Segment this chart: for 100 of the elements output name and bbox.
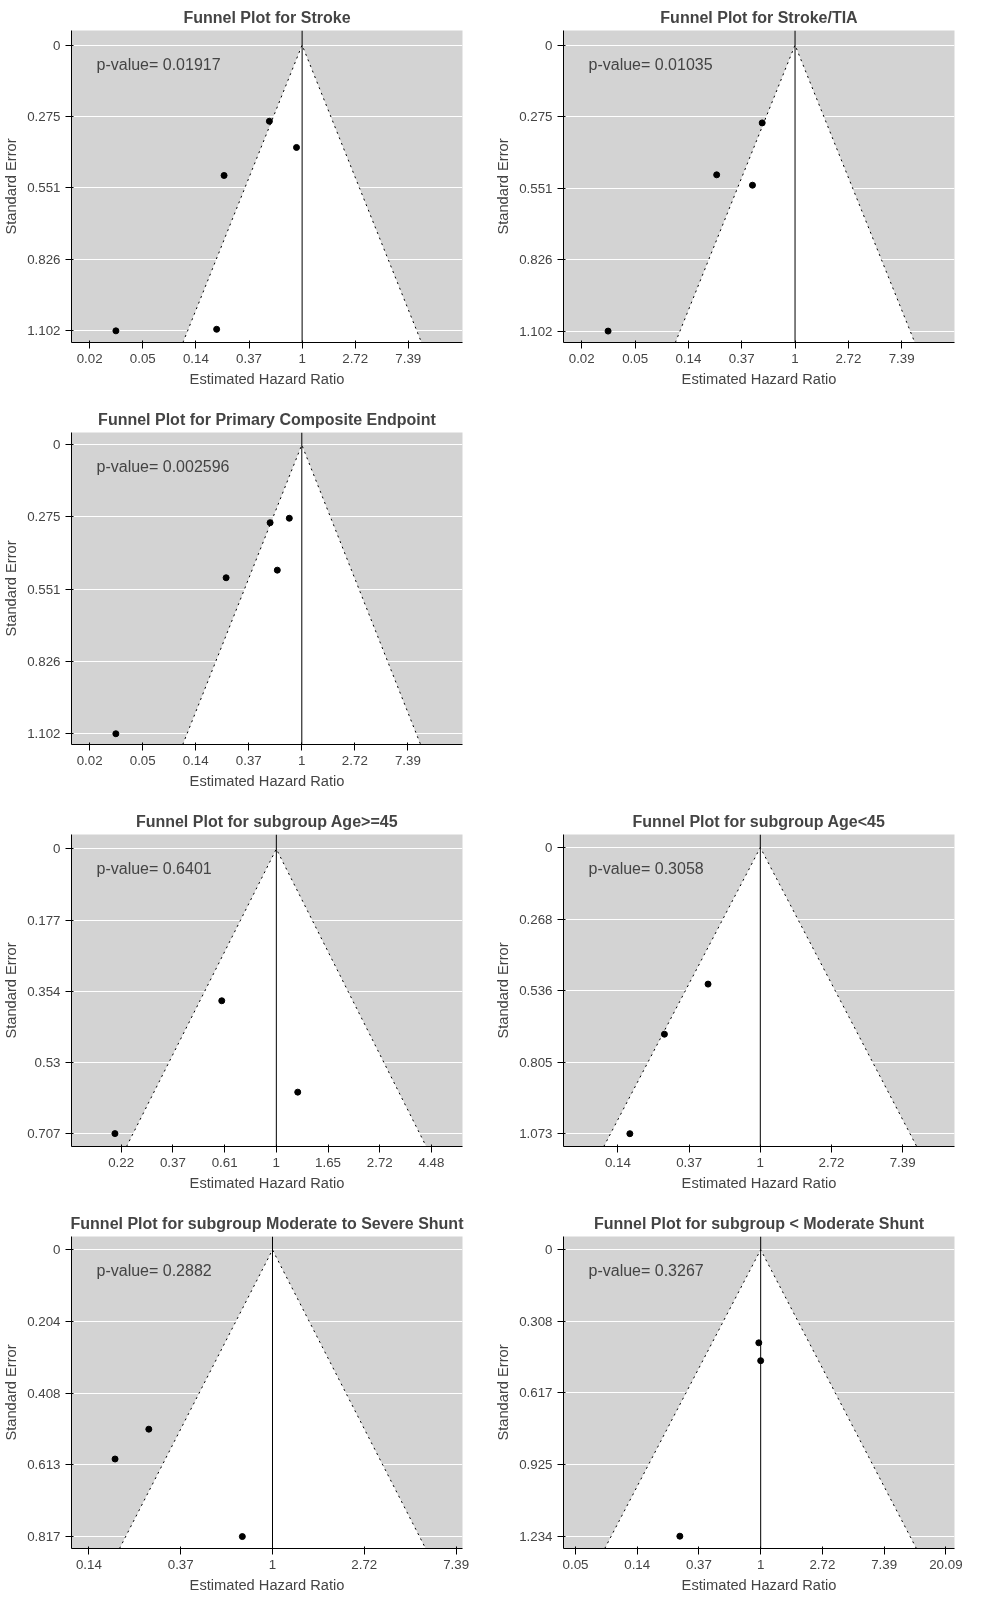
x-tick-label: 1 xyxy=(298,752,306,768)
x-tick-label: 0.14 xyxy=(75,1556,103,1572)
y-tick-label: 0.408 xyxy=(27,1385,61,1401)
annotation: p-value= 0.2882 xyxy=(96,1261,212,1279)
chart-title: Funnel Plot for subgroup Age<45 xyxy=(632,812,885,830)
y-tick-label: 0.805 xyxy=(519,1054,553,1070)
x-axis-title: Estimated Hazard Ratio xyxy=(681,370,837,387)
y-axis-title: Standard Error xyxy=(3,540,20,637)
x-tick-label: 0.14 xyxy=(604,1154,632,1170)
annotation: p-value= 0.6401 xyxy=(96,859,212,877)
x-tick-label: 2.72 xyxy=(342,350,369,366)
y-tick-label: 0.268 xyxy=(519,911,553,927)
y-tick-label: 1.073 xyxy=(519,1126,553,1142)
y-tick-label: 0 xyxy=(545,1242,553,1258)
y-tick-label: 0.536 xyxy=(519,983,553,998)
x-tick-label: 0.37 xyxy=(235,752,262,768)
annotation: p-value= 0.01035 xyxy=(588,55,713,73)
x-tick-label: 0.14 xyxy=(624,1556,651,1572)
x-axis-title: Estimated Hazard Ratio xyxy=(189,772,345,789)
x-tick-label: 7.39 xyxy=(889,1154,916,1170)
x-tick-label: 0.37 xyxy=(685,1556,712,1572)
x-tick-label: 0.02 xyxy=(568,350,595,366)
y-tick-label: 0 xyxy=(53,841,61,857)
x-tick-label: 1 xyxy=(272,1154,281,1170)
x-tick-label: 1 xyxy=(756,1556,765,1572)
x-tick-label: 7.39 xyxy=(888,350,915,366)
y-axis-title: Standard Error xyxy=(495,942,512,1039)
x-tick-label: 0.05 xyxy=(622,350,649,366)
x-tick-label: 0.22 xyxy=(108,1154,135,1170)
x-tick-label: 1 xyxy=(268,1556,277,1572)
y-tick-label: 0.275 xyxy=(519,108,553,124)
x-tick-label: 1.65 xyxy=(315,1154,342,1170)
x-tick-label: 2.72 xyxy=(341,752,368,768)
x-tick-label: 1 xyxy=(298,350,306,366)
y-tick-label: 0 xyxy=(545,37,553,53)
annotation: p-value= 0.3267 xyxy=(588,1261,704,1279)
annotation: p-value= 0.002596 xyxy=(96,457,230,475)
y-tick-label: 0.826 xyxy=(27,251,61,267)
y-tick-label: 1.102 xyxy=(27,726,61,742)
chart-title: Funnel Plot for Stroke/TIA xyxy=(660,8,859,26)
y-tick-label: 0.551 xyxy=(27,581,61,597)
x-tick-label: 0.14 xyxy=(675,350,702,366)
x-tick-label: 0.05 xyxy=(129,350,156,366)
y-axis-title: Standard Error xyxy=(495,138,512,235)
y-tick-label: 0.177 xyxy=(27,912,61,928)
y-tick-label: 0.308 xyxy=(519,1313,553,1329)
x-tick-label: 0.14 xyxy=(182,350,210,366)
x-tick-label: 0.37 xyxy=(676,1154,703,1170)
x-tick-label: 0.02 xyxy=(76,350,103,366)
x-tick-label: 1 xyxy=(756,1154,765,1170)
y-tick-label: 0.707 xyxy=(27,1126,61,1142)
y-axis-title: Standard Error xyxy=(3,1344,20,1441)
y-tick-label: 1.102 xyxy=(27,323,61,339)
chart-title: Funnel Plot for subgroup Age>=45 xyxy=(135,812,398,830)
x-axis-title: Estimated Hazard Ratio xyxy=(189,1576,345,1593)
y-tick-label: 0 xyxy=(545,840,553,856)
x-tick-label: 2.72 xyxy=(818,1154,845,1170)
y-tick-label: 0.826 xyxy=(27,653,61,669)
y-tick-label: 0.826 xyxy=(519,251,553,267)
x-tick-label: 0.37 xyxy=(728,350,755,366)
y-tick-label: 0.817 xyxy=(27,1529,61,1545)
x-axis-title: Estimated Hazard Ratio xyxy=(189,370,345,387)
annotation: p-value= 0.01917 xyxy=(96,55,221,73)
y-axis-title: Standard Error xyxy=(3,138,20,235)
x-axis-title: Estimated Hazard Ratio xyxy=(189,1174,345,1191)
x-tick-label: 0.14 xyxy=(182,752,210,768)
x-tick-label: 0.61 xyxy=(211,1154,238,1170)
y-axis-title: Standard Error xyxy=(3,942,20,1039)
y-tick-label: 0.53 xyxy=(34,1054,61,1070)
y-tick-label: 0.925 xyxy=(519,1456,553,1472)
y-tick-label: 0.204 xyxy=(27,1313,62,1329)
y-tick-label: 0.617 xyxy=(519,1385,553,1401)
y-tick-label: 0 xyxy=(53,1242,61,1258)
x-tick-label: 7.39 xyxy=(394,752,421,768)
y-tick-label: 0.275 xyxy=(27,108,61,124)
x-tick-label: 20.09 xyxy=(929,1556,963,1572)
x-axis-title: Estimated Hazard Ratio xyxy=(681,1576,837,1593)
y-tick-label: 0 xyxy=(53,37,61,53)
x-tick-label: 0.37 xyxy=(167,1556,194,1572)
x-tick-label: 0.05 xyxy=(129,752,156,768)
y-tick-label: 1.234 xyxy=(519,1528,554,1544)
chart-title: Funnel Plot for subgroup Moderate to Severe Shunt xyxy=(70,1214,465,1232)
y-tick-label: 0 xyxy=(53,437,61,453)
x-tick-label: 0.37 xyxy=(236,350,262,366)
x-tick-label: 2.72 xyxy=(809,1556,836,1572)
annotation: p-value= 0.3058 xyxy=(588,859,704,877)
y-axis-title: Standard Error xyxy=(495,1344,512,1441)
x-tick-label: 7.39 xyxy=(871,1556,898,1572)
chart-title: Funnel Plot for Stroke xyxy=(183,8,351,26)
y-tick-label: 0.551 xyxy=(519,180,553,196)
x-tick-label: 7.39 xyxy=(443,1556,470,1572)
x-tick-label: 7.39 xyxy=(395,350,422,366)
chart-title: Funnel Plot for subgroup < Moderate Shunt xyxy=(593,1214,925,1232)
y-tick-label: 1.102 xyxy=(519,323,553,339)
y-tick-label: 0.551 xyxy=(27,180,61,196)
x-tick-label: 0.37 xyxy=(159,1154,186,1170)
x-tick-label: 2.72 xyxy=(835,350,862,366)
chart-title: Funnel Plot for Primary Composite Endpoint xyxy=(98,410,437,428)
y-tick-label: 0.275 xyxy=(27,509,61,525)
x-axis-title: Estimated Hazard Ratio xyxy=(681,1174,837,1191)
